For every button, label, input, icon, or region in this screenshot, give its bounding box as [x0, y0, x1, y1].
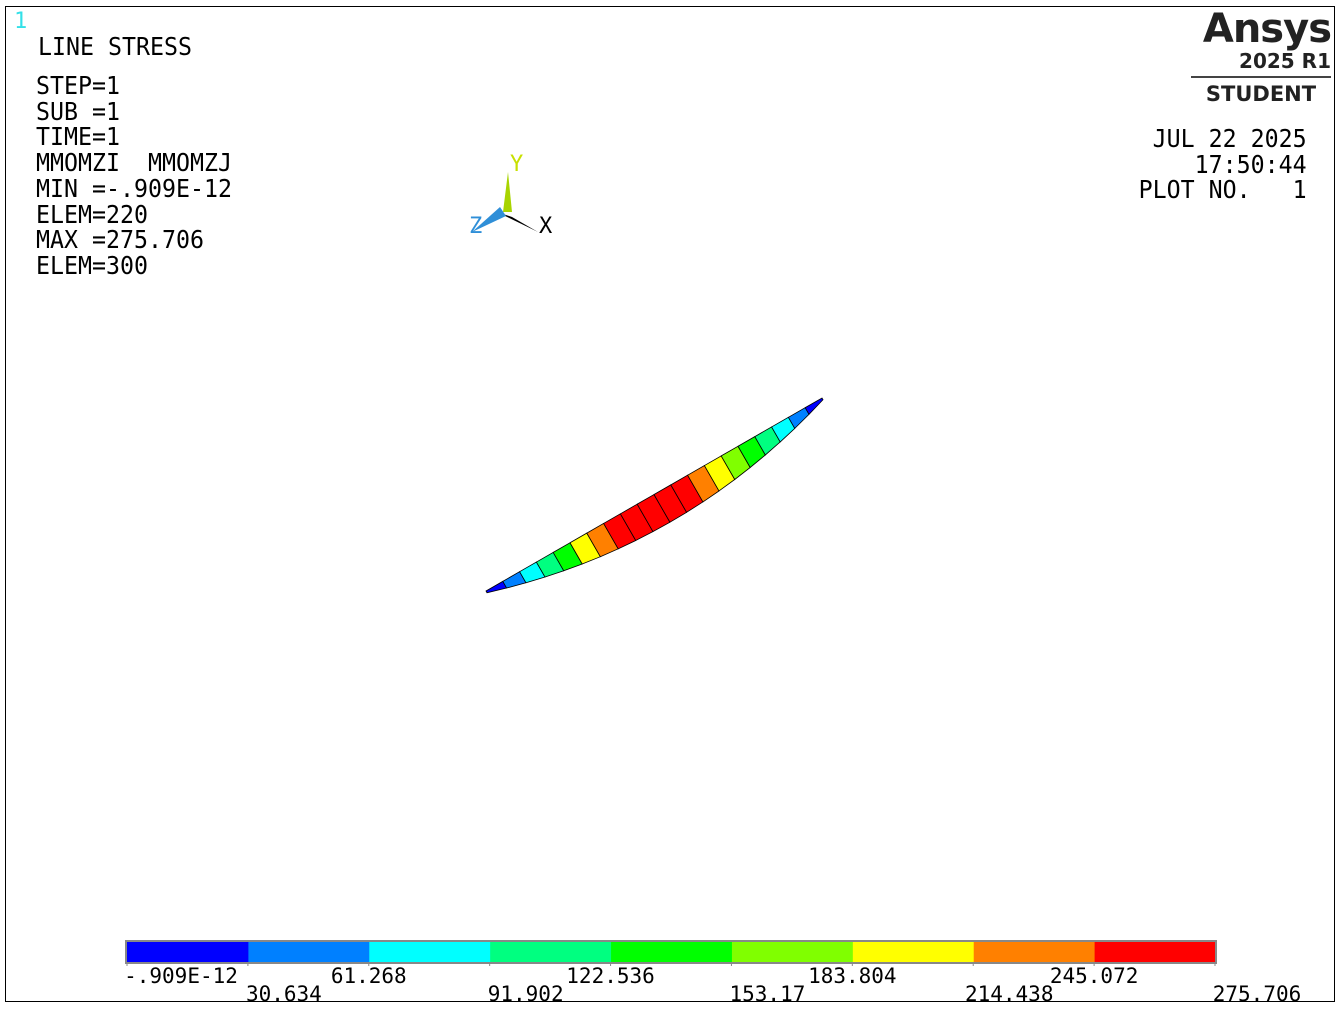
legend-label: 245.072	[1049, 964, 1139, 988]
legend-swatch	[368, 942, 491, 962]
axis-triad: Y X Z	[469, 152, 553, 239]
graphics-window[interactable]	[5, 6, 1335, 1002]
legend-swatch	[731, 942, 853, 962]
window-number: 1	[14, 9, 28, 34]
plot-title: LINE STRESS	[38, 32, 192, 61]
items-label: MMOMZI MMOMZJ	[36, 148, 232, 178]
substep-label: SUB =1	[36, 96, 120, 126]
legend-label: 275.706	[1212, 982, 1302, 1006]
legend-label: -.909E-12	[124, 964, 238, 988]
legend-label: 122.536	[566, 964, 655, 988]
x-axis-label: X	[539, 214, 553, 239]
legend-swatch	[852, 942, 974, 962]
legend-label: 91.902	[487, 982, 564, 1006]
legend-frame	[125, 940, 1217, 964]
legend-swatch	[973, 942, 1095, 962]
legend-swatch	[489, 942, 612, 962]
brand-name: Ansys	[1202, 6, 1332, 52]
timestamp-block: JUL 22 2025 17:50:44 PLOT NO. 1	[1139, 126, 1307, 203]
legend-label: 214.438	[964, 982, 1054, 1006]
legend-label: 153.17	[729, 982, 806, 1006]
min-value-label: MIN =-.909E-12	[36, 173, 232, 203]
plot-date: JUL 22 2025	[1153, 124, 1307, 153]
step-label: STEP=1	[36, 71, 120, 100]
legend-label: 30.634	[245, 982, 322, 1006]
x-axis-arrow	[497, 212, 538, 232]
plot-time: 17:50:44	[1195, 149, 1307, 179]
brand-edition: STUDENT	[1205, 82, 1317, 106]
time-label: TIME=1	[36, 122, 120, 152]
brand-divider	[1191, 76, 1331, 78]
beam-element	[804, 397, 824, 415]
contour-legend	[125, 940, 1217, 966]
z-axis-label: Z	[469, 214, 482, 239]
result-info-block: STEP=1 SUB =1 TIME=1 MMOMZI MMOMZJ MIN =…	[36, 73, 232, 279]
legend-swatch	[1094, 942, 1216, 962]
y-axis-arrow	[503, 172, 512, 212]
z-axis-arrow	[472, 207, 506, 232]
legend-label: 183.804	[808, 964, 897, 988]
max-element-label: ELEM=300	[36, 250, 148, 280]
legend-swatch	[127, 942, 249, 962]
brand-version: 2025 R1	[1239, 49, 1331, 73]
legend-label: 61.268	[330, 964, 407, 988]
ansys-logo: Ansys 2025 R1 STUDENT	[1191, 6, 1332, 106]
y-axis-label: Y	[510, 152, 523, 177]
min-element-label: ELEM=220	[36, 199, 148, 229]
plot-number: PLOT NO. 1	[1139, 175, 1307, 205]
legend-swatch	[247, 942, 370, 962]
beam-contour	[485, 397, 824, 594]
legend-swatch	[610, 942, 732, 962]
max-value-label: MAX =275.706	[36, 225, 204, 255]
